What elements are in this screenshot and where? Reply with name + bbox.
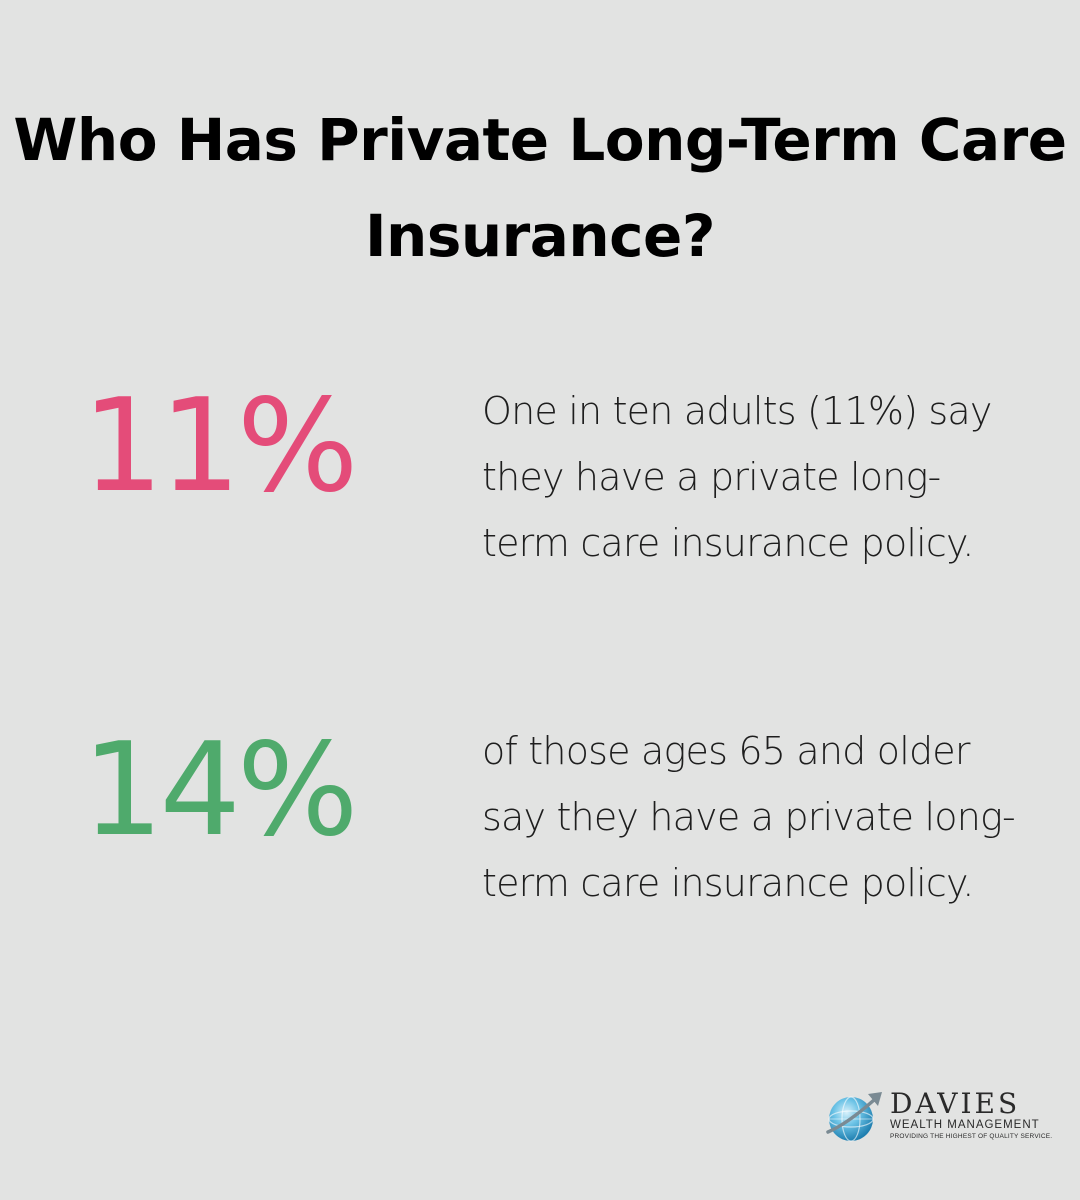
stat-description-seniors: of those ages 65 and older say they have… — [482, 729, 1016, 905]
logo-subtitle: WEALTH MANAGEMENT — [890, 1119, 1040, 1131]
stat-value-adults: 11% — [82, 372, 359, 521]
logo-tagline: PROVIDING THE HIGHEST OF QUALITY SERVICE… — [890, 1133, 1053, 1140]
logo-name: DAVIES — [890, 1087, 1021, 1120]
stat-description-adults: One in ten adults (11%) say they have a … — [482, 389, 992, 565]
globe-arrow-icon — [826, 1092, 882, 1142]
stat-value-seniors: 14% — [82, 716, 359, 865]
page-title: Who Has Private Long-Term Care Insurance… — [13, 106, 1067, 270]
davies-logo: DAVIES WEALTH MANAGEMENT PROVIDING THE H… — [824, 1086, 1052, 1148]
